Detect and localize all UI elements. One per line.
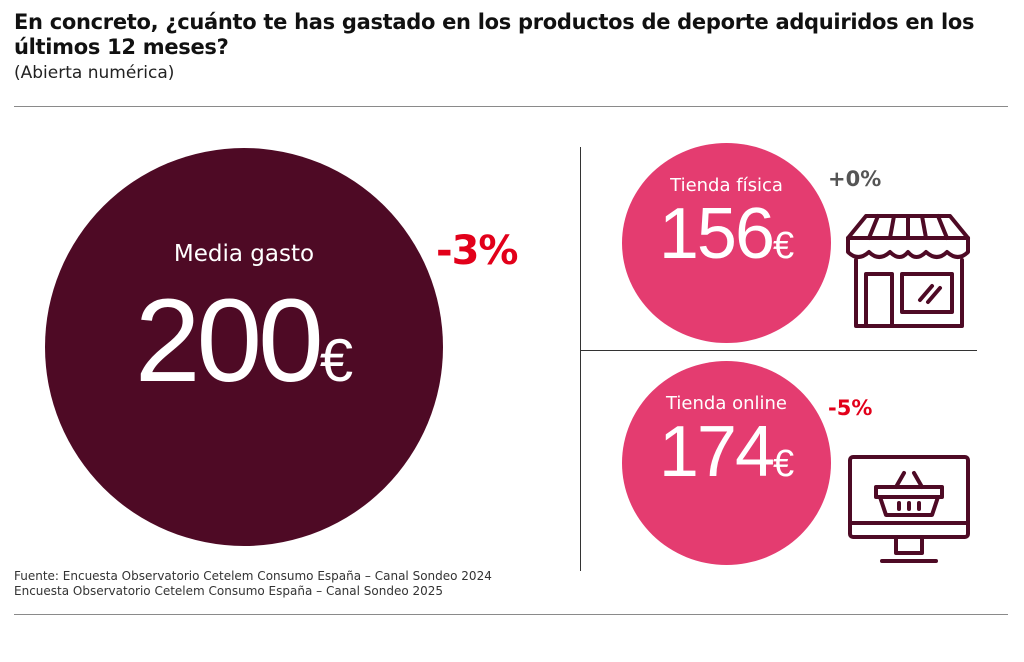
top-divider bbox=[14, 106, 1008, 107]
monitor-basket-icon bbox=[848, 455, 970, 563]
source-line-2: Encuesta Observatorio Cetelem Consumo Es… bbox=[14, 584, 444, 598]
chart-title: En concreto, ¿cuánto te has gastado en l… bbox=[14, 10, 975, 59]
chart-subtitle: (Abierta numérica) bbox=[14, 63, 175, 83]
average-spend-currency: € bbox=[319, 327, 354, 394]
physical-store-currency: € bbox=[773, 225, 795, 267]
bottom-divider bbox=[14, 614, 1008, 615]
physical-store-value: 156 bbox=[658, 194, 775, 274]
average-spend-value-wrap: 200€ bbox=[45, 266, 443, 436]
physical-store-change: +0% bbox=[828, 167, 882, 191]
online-store-currency: € bbox=[773, 443, 795, 485]
store-front-icon bbox=[846, 214, 970, 328]
average-spend-bubble: Media gasto 200€ bbox=[45, 148, 443, 546]
online-store-label: Tienda online bbox=[665, 393, 787, 414]
physical-store-label: Tienda física bbox=[670, 175, 783, 196]
online-store-bubble: Tienda online 174€ bbox=[622, 361, 831, 565]
average-spend-value: 200 bbox=[134, 275, 324, 407]
average-spend-change: -3% bbox=[436, 228, 519, 274]
physical-store-bubble: Tienda física 156€ bbox=[622, 143, 831, 343]
physical-store-value-wrap: 156€ bbox=[622, 189, 831, 291]
horizontal-divider bbox=[581, 350, 977, 351]
source-line-1: Fuente: Encuesta Observatorio Cetelem Co… bbox=[14, 569, 492, 583]
online-store-value-wrap: 174€ bbox=[622, 407, 831, 509]
vertical-divider bbox=[580, 147, 581, 571]
average-spend-label: Media gasto bbox=[173, 241, 315, 267]
online-store-change: -5% bbox=[828, 396, 873, 420]
source-note: Fuente: Encuesta Observatorio Cetelem Co… bbox=[14, 569, 492, 599]
online-store-value: 174 bbox=[658, 412, 775, 492]
